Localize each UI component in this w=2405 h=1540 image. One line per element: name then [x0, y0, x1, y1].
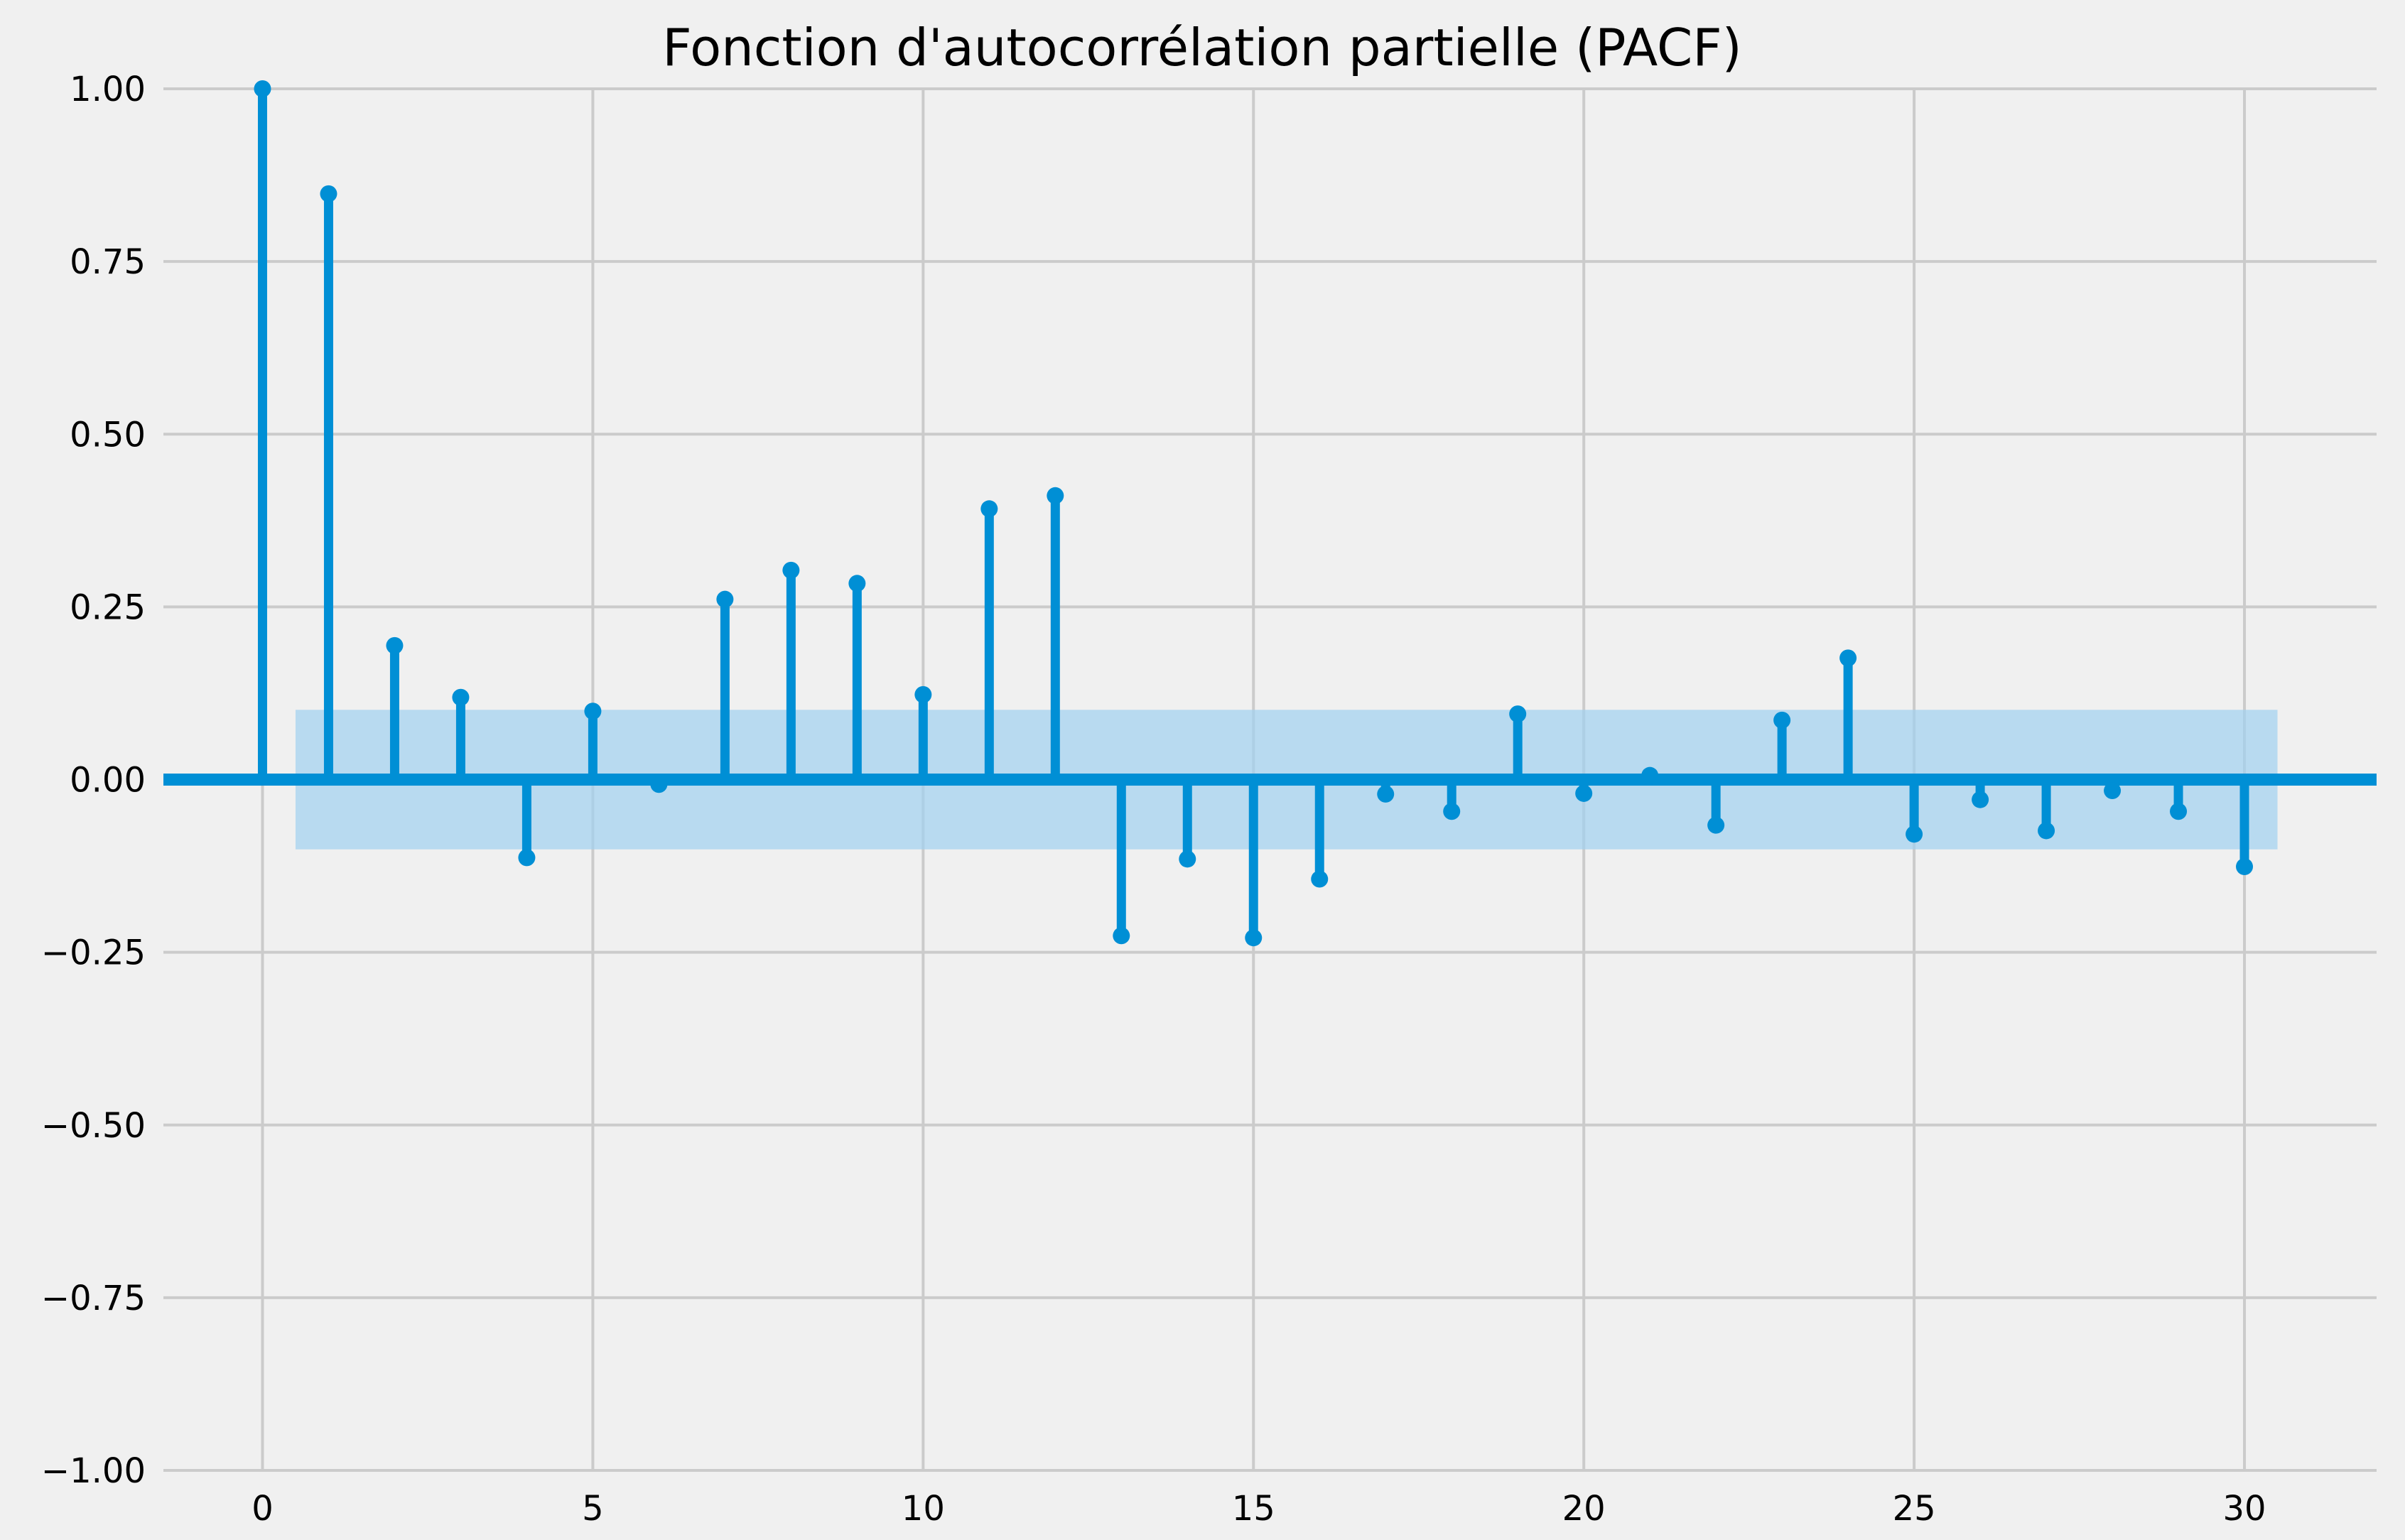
marker-lag-16: [1311, 870, 1329, 888]
marker-lag-21: [1641, 766, 1659, 784]
y-tick-label: −0.75: [41, 1279, 146, 1318]
y-tick-label: −1.00: [41, 1451, 146, 1491]
marker-lag-26: [1972, 791, 1989, 808]
marker-lag-23: [1773, 711, 1791, 729]
marker-lag-5: [584, 703, 602, 720]
marker-lag-22: [1707, 816, 1725, 834]
y-tick-label: −0.25: [41, 933, 146, 973]
marker-lag-20: [1575, 784, 1593, 802]
x-tick-label: 0: [252, 1489, 274, 1529]
y-tick-label: 0.75: [70, 242, 146, 282]
y-tick-label: 1.00: [70, 70, 146, 109]
marker-lag-0: [254, 80, 271, 97]
marker-lag-2: [386, 636, 404, 654]
marker-lag-18: [1443, 803, 1461, 820]
marker-lag-9: [848, 575, 866, 592]
x-tick-label: 30: [2222, 1489, 2266, 1529]
marker-lag-14: [1179, 850, 1196, 868]
x-tick-label: 20: [1562, 1489, 1606, 1529]
marker-lag-15: [1245, 929, 1263, 947]
marker-lag-27: [2038, 822, 2055, 840]
x-tick-label: 25: [1893, 1489, 1936, 1529]
marker-lag-4: [518, 849, 536, 867]
marker-lag-8: [782, 561, 800, 579]
marker-lag-17: [1377, 785, 1395, 803]
marker-lag-19: [1509, 705, 1527, 723]
marker-lag-12: [1047, 487, 1064, 504]
marker-lag-11: [980, 500, 998, 518]
y-tick-label: −0.50: [41, 1106, 146, 1146]
x-tick-label: 10: [902, 1489, 945, 1529]
marker-lag-6: [650, 776, 668, 793]
marker-lag-30: [2236, 858, 2254, 876]
chart-title: Fonction d'autocorrélation partielle (PA…: [662, 18, 1742, 77]
x-tick-labels: 0 5 10 15 20 25 30: [252, 1489, 2266, 1529]
marker-lag-29: [2170, 803, 2188, 820]
marker-lag-3: [452, 688, 470, 706]
marker-lag-7: [716, 590, 734, 608]
marker-lag-1: [320, 185, 337, 202]
x-tick-label: 5: [582, 1489, 604, 1529]
marker-lag-24: [1839, 649, 1857, 667]
y-tick-labels: −1.00 −0.75 −0.50 −0.25 0.00 0.25 0.50 0.75 1.00: [41, 70, 146, 1491]
y-tick-label: 0.50: [70, 415, 146, 455]
y-tick-label: 0.00: [70, 761, 146, 801]
marker-lag-13: [1113, 927, 1130, 945]
y-tick-label: 0.25: [70, 587, 146, 627]
markers-layer: [254, 80, 2254, 947]
marker-lag-25: [1906, 825, 1923, 843]
x-tick-label: 15: [1232, 1489, 1275, 1529]
marker-lag-10: [914, 685, 932, 703]
marker-lag-28: [2104, 782, 2122, 800]
